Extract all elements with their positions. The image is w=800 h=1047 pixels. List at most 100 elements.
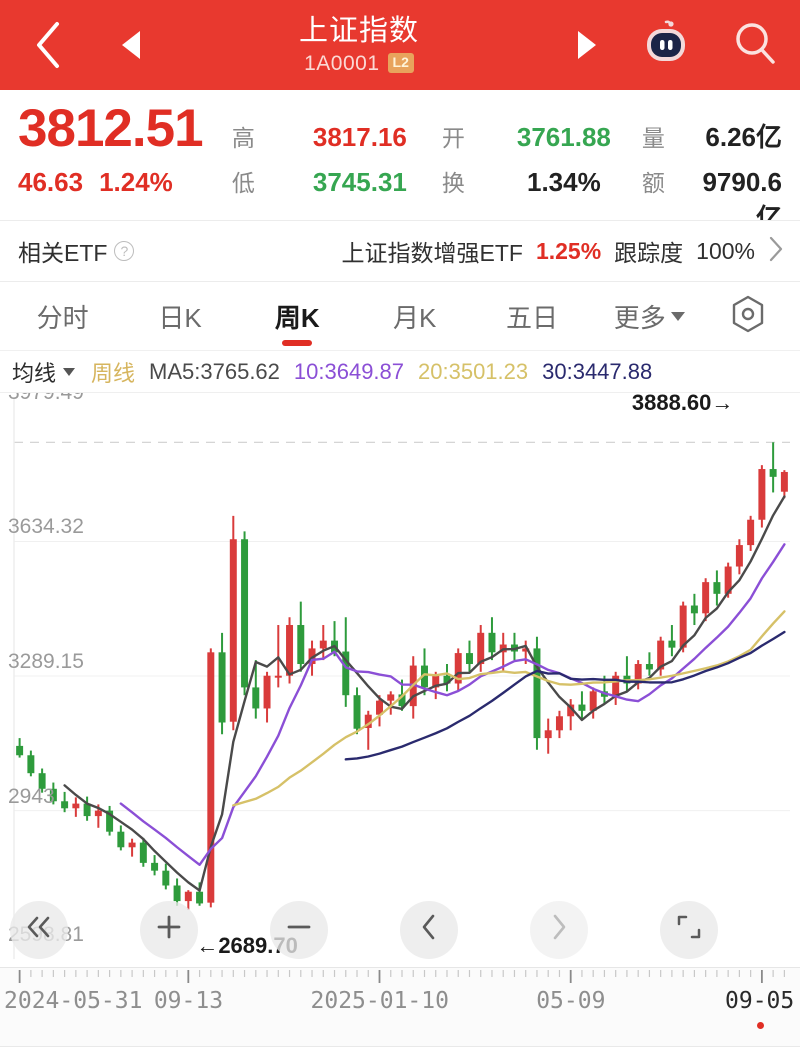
chevron-down-icon [670,311,685,321]
related-etf-row[interactable]: 相关ETF ? 上证指数增强ETF 1.25% 跟踪度 100% [0,221,800,281]
y-axis-label: 3979.49 [8,392,84,404]
tab-label: 月K [392,302,437,333]
date-axis: 2024-05-31 09-13 2025-01-10 05-09 09-05 [0,967,800,1047]
etf-tracking-label: 跟踪度 [614,240,684,266]
change-value: 46.63 [18,167,84,197]
fullscreen-icon [674,912,704,949]
date-tick-label: 2024-05-31 [4,988,143,1014]
chevron-left-icon [33,20,63,70]
hexagon-settings-icon [727,293,769,340]
next-stock-button[interactable] [552,31,622,59]
axis-ticks [18,970,785,983]
tab-five-day[interactable]: 五日 [473,282,590,350]
collapse-toolbar-button[interactable] [10,901,68,959]
change-block: 46.63 1.24% [18,167,232,198]
turnover-label: 换 [441,170,465,196]
search-button[interactable] [710,19,800,72]
open-label: 开 [441,125,465,151]
last-price-block: 3812.51 [18,98,232,159]
ma-legend-bar: 均线 周线 MA5:3765.62 10:3649.87 20:3501.23 … [0,350,800,392]
stock-code-row: 1A0001 L2 [304,53,414,74]
turnover-cell: 换 1.34% [442,164,642,198]
candlestick-chart[interactable]: 3979.49 3634.32 3289.15 2943 2598.81 388… [0,392,800,967]
divider-above-etf [0,220,800,221]
ma30-value: 30:3447.88 [542,358,653,384]
date-tick-label: 2025-01-10 [310,988,449,1014]
search-icon [731,19,779,72]
pan-right-button[interactable] [530,901,588,959]
date-tick-label: 09-05 [725,988,795,1014]
chart-toolbar [0,901,800,959]
tab-fenshi[interactable]: 分时 [4,282,121,350]
tab-monthly-k[interactable]: 月K [356,282,473,350]
minus-icon [284,912,314,949]
turnover-value: 1.34% [527,167,601,197]
related-etf-right: 上证指数增强ETF 1.25% 跟踪度 100% [342,234,785,268]
y-axis-label: 2943 [8,784,55,808]
ma-selector-label: 均线 [12,360,57,386]
stock-code: 1A0001 [304,51,380,75]
high-value: 3817.16 [312,122,407,152]
y-axis-label: 3634.32 [8,515,84,539]
volume-label: 量 [641,125,665,151]
tab-label: 更多 [613,302,666,333]
tab-label: 日K [158,302,202,333]
chevron-right-icon [768,235,784,268]
zoom-out-button[interactable] [270,901,328,959]
stock-title-block: 上证指数 1A0001 L2 [166,14,552,74]
ai-assistant-button[interactable] [622,17,710,74]
date-tick-label: 05-09 [536,988,606,1014]
high-cell: 高 3817.16 [232,119,442,153]
tab-label: 五日 [505,302,558,333]
open-cell: 开 3761.88 [442,119,642,153]
prev-stock-button[interactable] [96,31,166,59]
related-etf-label: 相关ETF [18,240,108,266]
triangle-right-icon [578,31,596,59]
etf-tracking-value: 100% [696,237,755,264]
chart-period-tabs: 分时 日K 周K 月K 五日 更多 [0,282,800,350]
date-tick-label: 09-13 [153,988,224,1014]
ma20-value: 20:3501.23 [418,358,529,384]
quote-row-1: 3812.51 高 3817.16 开 3761.88 量 6.26亿 [18,98,782,164]
page-title: 上证指数 [298,14,419,47]
volume-cell: 量 6.26亿 [642,117,782,154]
triangle-left-icon [122,31,140,59]
ma-period-label: 周线 [91,360,136,386]
tab-weekly-k[interactable]: 周K [239,282,356,350]
ma-selector[interactable]: 均线 [12,356,76,388]
y-axis-label: 3289.15 [8,650,84,674]
high-label: 高 [231,125,255,151]
tab-more[interactable]: 更多 [591,282,708,350]
low-cell: 低 3745.31 [232,164,442,198]
double-chevron-left-icon [24,914,54,947]
chart-settings-button[interactable] [708,293,788,340]
chart-canvas[interactable] [0,393,800,967]
zoom-in-button[interactable] [140,901,198,959]
quote-row-2: 46.63 1.24% 低 3745.31 换 1.34% 额 9790.6亿 [18,164,782,233]
divider-below-etf [0,281,800,282]
plus-icon [154,912,184,949]
etf-change-percent: 1.25% [535,237,602,264]
fullscreen-button[interactable] [660,901,718,959]
chevron-left-icon [418,913,440,948]
tab-label: 分时 [36,302,89,333]
date-tick-labels: 2024-05-31 09-13 2025-01-10 05-09 09-05 [0,988,800,1029]
ma10-value: 10:3649.87 [293,358,405,384]
tab-label: 周K [274,302,320,333]
question-mark-icon[interactable]: ? [114,241,135,261]
etf-name: 上证指数增强ETF [341,240,523,266]
last-price: 3812.51 [18,99,204,158]
quote-panel: 3812.51 高 3817.16 开 3761.88 量 6.26亿 46.6… [0,90,800,233]
amount-label: 额 [641,170,665,196]
ma5-value: MA5:3765.62 [149,358,280,384]
back-button[interactable] [0,20,96,70]
tab-daily-k[interactable]: 日K [121,282,238,350]
ai-robot-icon [640,17,692,74]
top-navbar: 上证指数 1A0001 L2 [0,0,800,90]
chevron-right-icon [548,913,570,948]
chevron-down-icon [63,367,76,376]
related-etf-left: 相关ETF ? [18,234,135,268]
level2-badge: L2 [387,53,414,73]
pan-left-button[interactable] [400,901,458,959]
